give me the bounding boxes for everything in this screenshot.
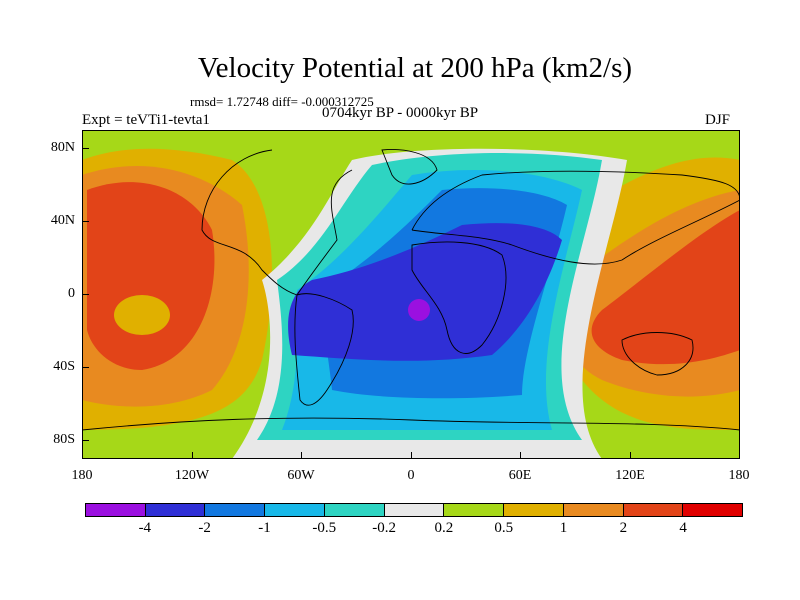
lon-label-180e: 180	[728, 468, 750, 483]
chart-title: Velocity Potential at 200 hPa (km2/s)	[197, 52, 633, 84]
lon-label-180w: 180	[71, 468, 93, 483]
field-pos-east-3	[591, 210, 740, 365]
colorbar-segment	[324, 504, 385, 516]
ytick-40n	[82, 221, 89, 222]
lat-label-0: 0	[68, 286, 75, 301]
coastline-antarctica	[82, 417, 740, 431]
ytick-40s	[82, 367, 89, 368]
lat-label-40n: 40N	[50, 213, 75, 228]
coastline-australia	[621, 332, 694, 376]
xtick-180e	[739, 452, 740, 459]
lat-label-80s: 80S	[53, 432, 75, 447]
minimum-marker	[408, 299, 430, 321]
colorbar-label: 0.2	[434, 520, 454, 536]
colorbar-label: 2	[619, 520, 628, 536]
colorbar	[85, 503, 743, 517]
coastline-north-america	[201, 149, 353, 296]
colorbar-segment	[145, 504, 206, 516]
period-label: 0704kyr BP - 0000kyr BP	[322, 105, 479, 121]
coastline-eurasia	[411, 170, 740, 265]
colorbar-segment	[384, 504, 445, 516]
colorbar-segment	[265, 504, 325, 516]
colorbar-segment	[563, 504, 624, 516]
lon-label-60e: 60E	[508, 468, 532, 483]
colorbar-label: 1	[559, 520, 568, 536]
field-pos-west-inner	[114, 295, 170, 335]
xtick-0	[411, 452, 412, 459]
colorbar-label: -2	[198, 520, 211, 536]
coastline-south-america	[294, 293, 354, 406]
colorbar-label: -0.2	[372, 520, 396, 536]
colorbar-label: 0.5	[494, 520, 514, 536]
ytick-80n	[82, 148, 89, 149]
colorbar-segment	[623, 504, 684, 516]
coastline-greenland	[381, 149, 438, 185]
xtick-180w	[82, 452, 83, 459]
xtick-120w	[192, 452, 193, 459]
lat-label-40s: 40S	[53, 359, 75, 374]
experiment-label: Expt = teVTi1-tevta1	[82, 112, 210, 128]
lat-label-80n: 80N	[50, 140, 75, 155]
colorbar-label: -4	[138, 520, 152, 536]
ytick-0	[82, 294, 89, 295]
velocity-potential-map	[82, 130, 740, 459]
colorbar-segment	[86, 504, 146, 516]
ytick-80s	[82, 440, 89, 441]
colorbar-segment	[683, 504, 743, 516]
coastline-africa	[411, 241, 507, 354]
colorbar-segment	[205, 504, 266, 516]
colorbar-segment	[444, 504, 505, 516]
lon-label-0: 0	[407, 468, 415, 483]
lon-label-120e: 120E	[615, 468, 645, 483]
colorbar-label: -0.5	[312, 520, 337, 536]
colorbar-label: 4	[679, 520, 687, 536]
colorbar-segment	[504, 504, 564, 516]
lon-label-60w: 60W	[287, 468, 315, 483]
xtick-60e	[520, 452, 521, 459]
season-label: DJF	[705, 112, 731, 128]
rmsd-stats: rmsd= 1.72748 diff= -0.000312725	[190, 94, 374, 109]
colorbar-label: -1	[258, 520, 271, 536]
xtick-60w	[301, 452, 302, 459]
xtick-120e	[630, 452, 631, 459]
lon-label-120w: 120W	[174, 468, 210, 483]
